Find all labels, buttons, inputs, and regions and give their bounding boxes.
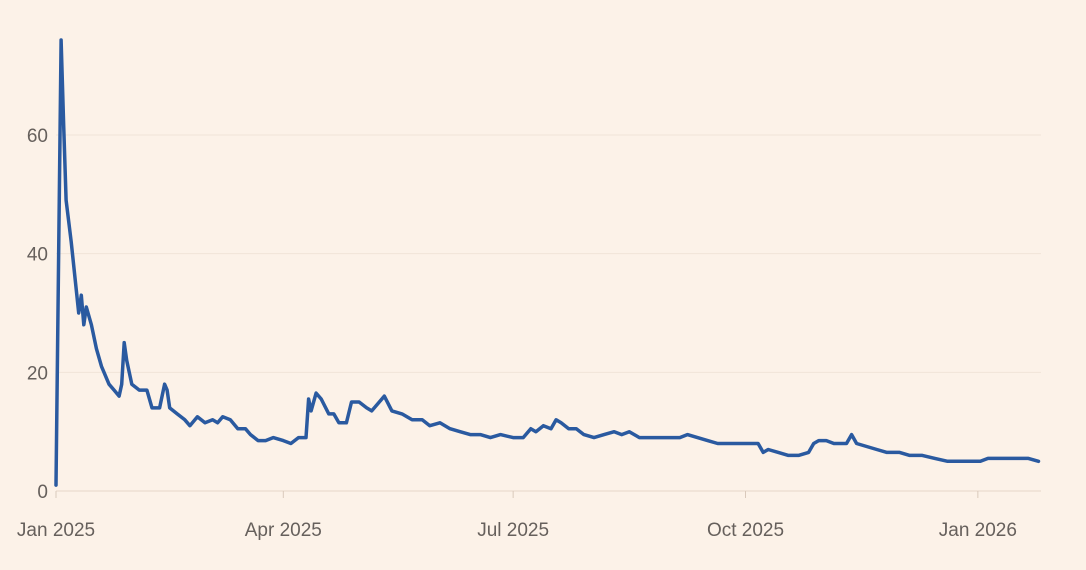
- x-tick-label-3: Oct 2025: [707, 520, 784, 541]
- y-tick-label-40: 40: [27, 245, 48, 266]
- x-tick-label-4: Jan 2026: [939, 520, 1017, 541]
- y-tick-label-60: 60: [27, 126, 48, 147]
- x-tick-label-2: Jul 2025: [477, 520, 549, 541]
- series-lines: [54, 38, 1041, 487]
- y-axis-ticks: 0 20 40 60: [27, 126, 48, 503]
- x-axis-ticks: Jan 2025 Apr 2025 Jul 2025 Oct 2025 Jan 2026: [17, 491, 1017, 541]
- y-tick-label-20: 20: [27, 363, 48, 384]
- x-tick-label-0: Jan 2025: [17, 520, 95, 541]
- series-line-0: [54, 38, 1041, 487]
- x-tick-label-1: Apr 2025: [245, 520, 322, 541]
- y-gridlines: [56, 134, 1041, 492]
- y-tick-label-0: 0: [37, 482, 48, 503]
